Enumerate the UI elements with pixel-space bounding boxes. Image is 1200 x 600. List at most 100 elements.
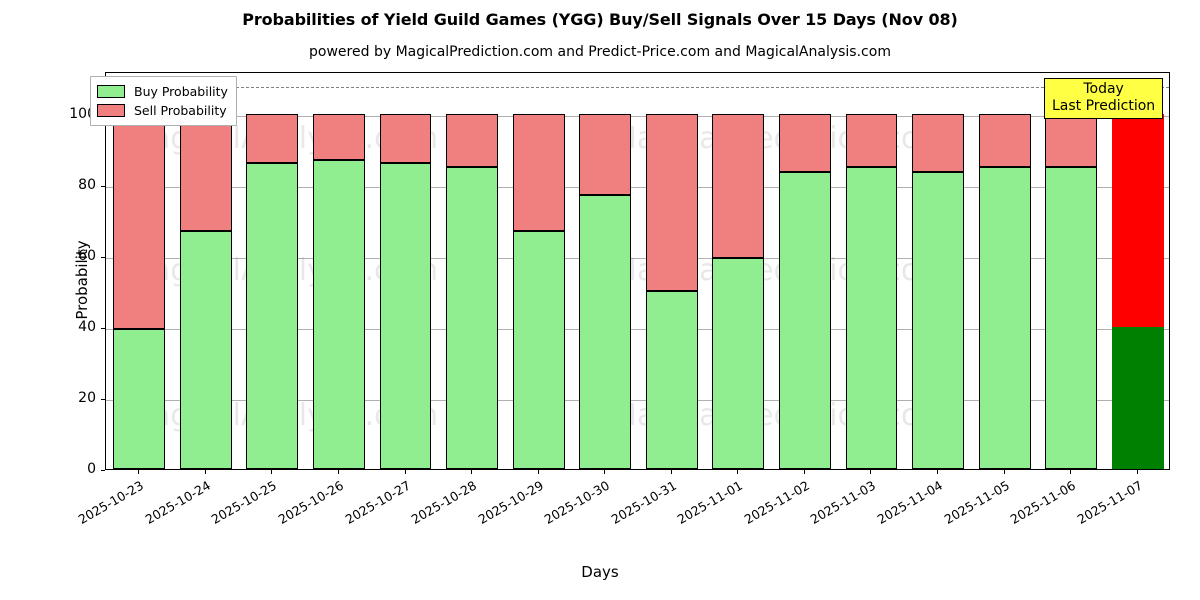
x-axis-tick-mark	[803, 470, 805, 474]
bar-segment-sell	[512, 113, 565, 231]
x-axis-tick-label: 2025-10-23	[75, 477, 147, 527]
bar-segment-buy	[645, 291, 698, 469]
x-axis-tick-label: 2025-10-27	[342, 477, 413, 527]
x-axis-tick-mark	[870, 470, 872, 474]
bar-segment-sell	[579, 113, 632, 196]
chart-subtitle: powered by MagicalPrediction.com and Pre…	[309, 44, 891, 60]
x-axis-tick-mark	[604, 470, 606, 474]
bar-segment-sell	[778, 113, 831, 173]
x-axis-tick-mark	[737, 470, 739, 474]
bar-group	[179, 73, 232, 469]
bar-segment-buy	[313, 159, 365, 469]
bar-segment-buy	[113, 328, 166, 469]
bar-group	[645, 73, 698, 469]
y-axis-label: Probability	[73, 240, 91, 320]
x-axis-tick-label: 2025-11-04	[874, 477, 946, 527]
y-axis-tick-label: 80	[78, 176, 96, 193]
legend-item-sell: Sell Probability	[97, 101, 228, 120]
today-annotation-line2: Last Prediction	[1052, 98, 1156, 114]
bar-segment-sell	[179, 113, 232, 231]
x-axis-tick-label: 2025-10-26	[275, 477, 347, 527]
x-axis-tick-label: 2025-10-31	[608, 477, 679, 527]
bar-group	[912, 73, 964, 469]
x-axis-tick-mark	[471, 470, 473, 474]
y-axis-tick-mark	[101, 398, 105, 400]
x-axis-tick-mark	[271, 470, 273, 474]
bar-group	[446, 73, 499, 469]
bar-segment-buy	[579, 195, 632, 469]
bar-segment-sell	[645, 113, 698, 292]
bar-segment-sell	[978, 113, 1031, 167]
bar-segment-buy	[912, 172, 964, 469]
y-axis-tick-label: 60	[78, 247, 96, 264]
bar-segment-buy	[446, 166, 499, 469]
bar-segment-sell	[446, 113, 499, 167]
reference-dashed-line	[106, 87, 1169, 89]
bar-segment-buy	[379, 163, 432, 469]
x-axis-tick-mark	[537, 470, 539, 474]
x-axis-tick-label: 2025-10-28	[408, 477, 480, 527]
bar-segment-buy	[778, 172, 831, 469]
x-axis-tick-label: 2025-10-30	[541, 477, 613, 527]
legend-swatch-buy-icon	[97, 85, 125, 98]
bar-segment-buy	[978, 166, 1031, 469]
x-axis-tick-label: 2025-10-29	[475, 477, 546, 527]
plot-area: MagicalAnalysis.comMagicalPrediction.com…	[105, 72, 1170, 470]
gridline	[106, 115, 1169, 117]
x-axis-tick-mark	[1070, 470, 1072, 474]
bar-group	[579, 73, 632, 469]
gridline	[106, 328, 1169, 330]
legend-label-buy: Buy Probability	[134, 84, 228, 99]
bar-group	[113, 73, 166, 469]
bar-segment-sell	[113, 113, 166, 329]
x-axis-tick-label: 2025-11-03	[808, 477, 879, 527]
legend-item-buy: Buy Probability	[97, 82, 228, 101]
bar-segment-buy	[179, 230, 232, 469]
bar-segment-sell	[246, 113, 299, 164]
today-annotation: Today Last Prediction	[1044, 78, 1164, 119]
bar-segment-buy	[246, 163, 299, 469]
bar-segment-sell	[845, 113, 898, 167]
x-axis-tick-mark	[937, 470, 939, 474]
x-axis-tick-mark	[1003, 470, 1005, 474]
bar-segment-sell	[379, 113, 432, 164]
gridline	[106, 257, 1169, 259]
bar-group	[512, 73, 565, 469]
bar-group	[1045, 73, 1098, 469]
gridline	[106, 186, 1169, 188]
y-axis-tick-mark	[101, 185, 105, 187]
bar-segment-buy	[1045, 166, 1098, 469]
chart-legend: Buy Probability Sell Probability	[90, 76, 237, 126]
bar-segment-buy	[1111, 326, 1164, 469]
y-axis-tick-label: 20	[78, 389, 96, 406]
bar-segment-sell	[1045, 113, 1098, 167]
x-axis-tick-mark	[404, 470, 406, 474]
x-axis-tick-label: 2025-11-07	[1074, 477, 1145, 527]
x-axis-tick-mark	[670, 470, 672, 474]
x-axis-label: Days	[581, 563, 619, 581]
x-axis-tick-label: 2025-10-25	[209, 477, 280, 527]
bar-group	[1111, 73, 1164, 469]
bar-group	[845, 73, 898, 469]
y-axis-tick-mark	[101, 470, 105, 471]
x-axis-tick-label: 2025-11-06	[1007, 477, 1079, 527]
y-axis-tick-label: 0	[87, 461, 96, 477]
x-axis-tick-label: 2025-10-24	[142, 477, 213, 527]
x-axis-tick-mark	[138, 470, 140, 474]
bar-segment-sell	[712, 113, 765, 258]
bar-segment-sell	[912, 113, 964, 173]
bar-group	[246, 73, 299, 469]
x-axis-tick-label: 2025-11-02	[741, 477, 812, 527]
bar-group	[712, 73, 765, 469]
bar-segment-sell	[313, 113, 365, 160]
x-axis-tick-label: 2025-11-05	[941, 477, 1012, 527]
bar-group	[379, 73, 432, 469]
bar-segment-buy	[512, 230, 565, 469]
x-axis-tick-mark	[337, 470, 339, 474]
bar-group	[313, 73, 365, 469]
gridline	[106, 399, 1169, 401]
today-annotation-line1: Today	[1083, 81, 1124, 97]
bar-group	[978, 73, 1031, 469]
x-axis-tick-mark	[1136, 470, 1138, 474]
